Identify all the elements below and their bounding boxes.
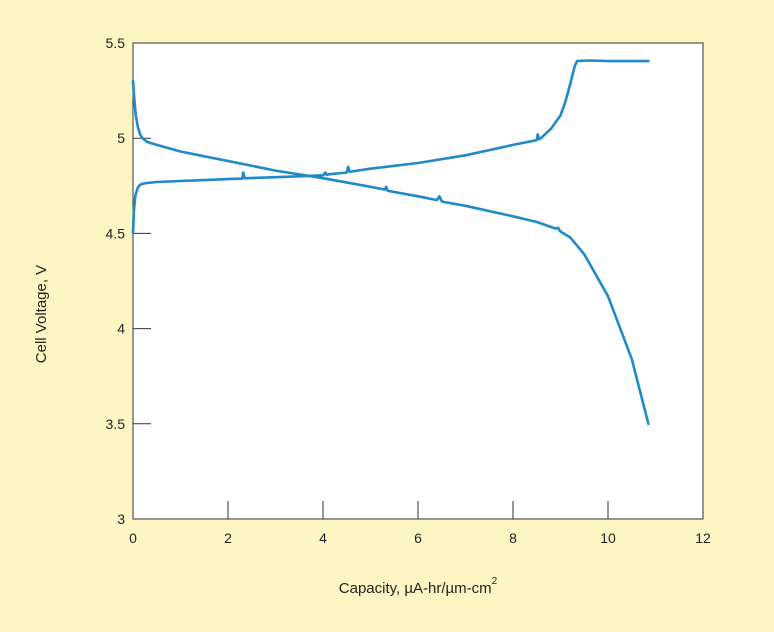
x-tick-label: 2: [224, 530, 232, 546]
x-tick-label: 6: [414, 530, 422, 546]
x-tick-label: 0: [129, 530, 137, 546]
plot-area: [132, 42, 704, 520]
x-tick-label: 10: [600, 530, 616, 546]
y-tick-label: 3: [117, 511, 125, 527]
x-axis-ticks: 0 2 4 6 8 10 12: [129, 501, 711, 546]
y-tick-label: 4: [117, 321, 125, 337]
series-line-1: [131, 59, 650, 235]
x-tick-label: 12: [695, 530, 711, 546]
series-group: [131, 59, 650, 426]
y-tick-label: 4.5: [106, 225, 126, 241]
y-axis-title: Cell Voltage, V: [33, 265, 50, 363]
x-axis-title-superscript: 2: [492, 576, 498, 587]
x-tick-label: 4: [319, 530, 327, 546]
x-tick-label: 8: [509, 530, 517, 546]
series-line-2: [131, 79, 650, 426]
y-tick-label: 5: [117, 130, 125, 146]
y-tick-label: 3.5: [106, 416, 126, 432]
x-axis-title: Capacity, µA-hr/µm-cm2: [339, 576, 498, 597]
y-tick-label: 5.5: [106, 35, 126, 51]
x-axis-title-text: Capacity, µA-hr/µm-cm: [339, 580, 492, 597]
